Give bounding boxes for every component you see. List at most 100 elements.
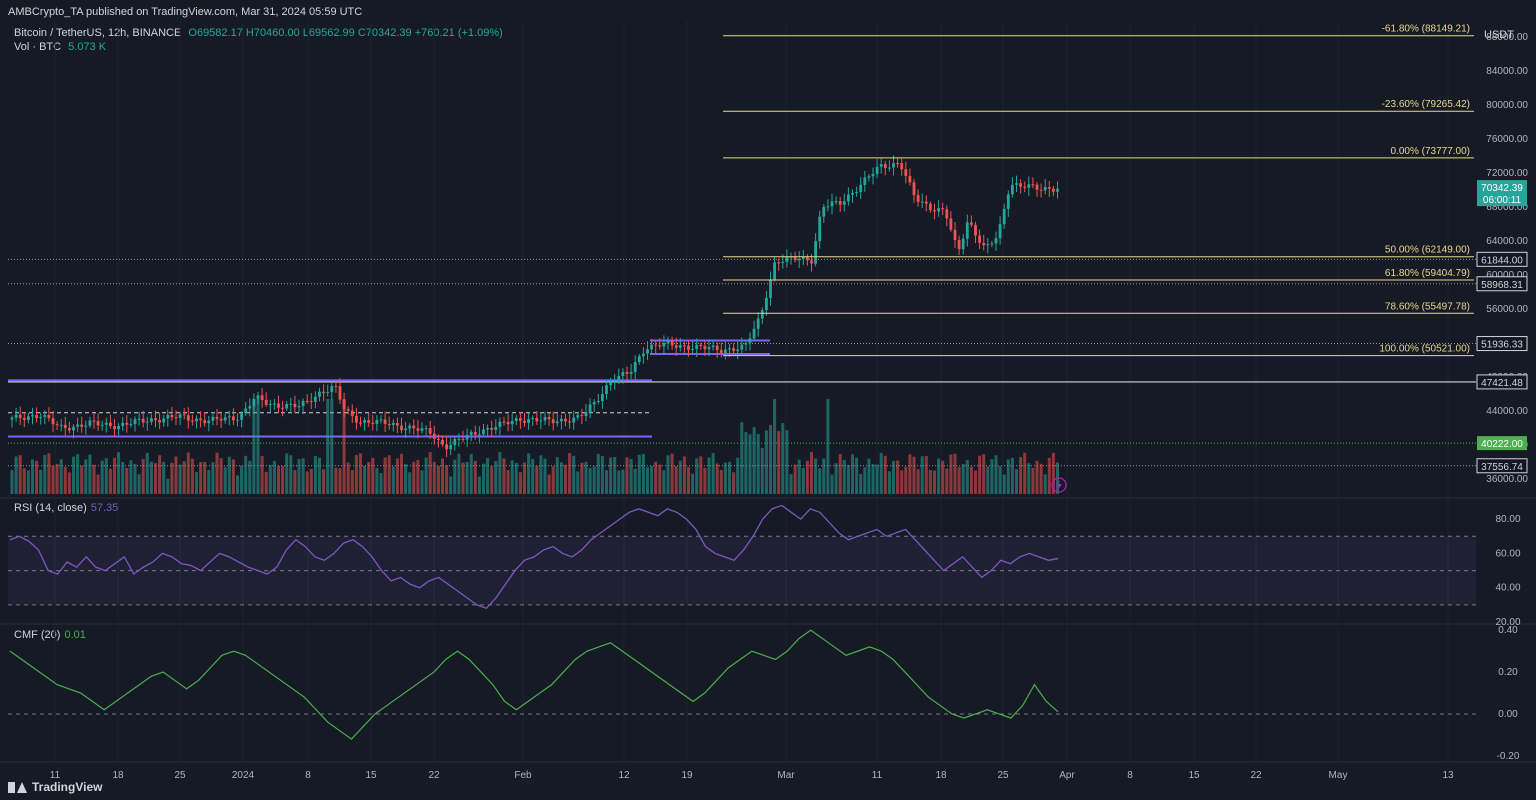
candle-body (801, 256, 805, 259)
candle-body (1023, 186, 1027, 188)
volume-bar (31, 459, 34, 494)
candle-body (765, 297, 768, 311)
x-tick-label: 12 (618, 770, 630, 781)
candle-body (186, 415, 190, 421)
volume-bar (1039, 463, 1043, 494)
tradingview-logo-icon (8, 781, 27, 793)
volume-bar (477, 476, 481, 494)
volume-bar (851, 454, 854, 494)
candle-body (121, 422, 125, 427)
volume-bar (88, 454, 92, 494)
candle-body (223, 417, 227, 421)
volume-bar (543, 458, 547, 494)
candle-body (523, 420, 526, 423)
candle-body (449, 445, 453, 450)
volume-legend: Vol · BTC 5.073 K (14, 41, 106, 53)
candle-body (1002, 208, 1006, 225)
candle-body (724, 349, 727, 353)
candle-body (924, 201, 928, 204)
candle-body (543, 417, 547, 421)
candle-body (227, 416, 231, 418)
candle-body (994, 238, 998, 244)
volume-bar (72, 456, 75, 494)
volume-bar (490, 466, 494, 494)
volume-bar (338, 468, 342, 494)
volume-bar (703, 467, 707, 494)
candle-body (625, 371, 629, 374)
candle-body (580, 415, 584, 417)
candle-body (949, 218, 953, 230)
y-tick-label: 88000.00 (1486, 32, 1528, 43)
price-levels (8, 258, 1476, 467)
candle-body (383, 419, 387, 425)
volume-bar (154, 463, 157, 494)
candle-body (326, 392, 330, 394)
candle-body (96, 421, 100, 426)
volume-bar (256, 399, 260, 494)
candle-body (1052, 188, 1055, 192)
volume-bar (457, 453, 461, 494)
candle-body (838, 201, 842, 205)
volume-bar (330, 399, 334, 494)
volume-bar (219, 458, 223, 494)
rsi-pane (8, 504, 1476, 610)
volume-bar (35, 460, 39, 494)
volume-bar (875, 464, 879, 494)
volume-bar (769, 424, 772, 494)
volume-bar (863, 467, 867, 494)
volume-bar (777, 431, 781, 494)
volume-bar (231, 459, 235, 494)
candle-body (1039, 189, 1043, 191)
volume-bar (564, 464, 567, 494)
volume-bar (387, 455, 391, 494)
volume-label[interactable]: Vol · BTC (14, 41, 62, 53)
candle-body (851, 193, 854, 195)
candle-body (752, 328, 756, 339)
currency-label[interactable]: USDT (1484, 29, 1514, 41)
volume-bar (432, 461, 436, 494)
volume-bar (309, 469, 313, 494)
volume-bar (371, 457, 375, 494)
volume-bar (170, 462, 174, 494)
candle-body (568, 421, 571, 423)
volume-bar (797, 459, 801, 494)
volume-bar (646, 467, 649, 494)
candle-body (129, 424, 133, 426)
candle-body (744, 342, 748, 345)
volume-bar (990, 459, 994, 494)
candle-body (859, 184, 863, 193)
volume-bar (740, 422, 744, 494)
candle-body (1019, 183, 1022, 187)
candle-body (63, 424, 67, 429)
candle-body (1035, 184, 1039, 190)
volume-bar (313, 456, 317, 494)
volume-bar (982, 454, 986, 494)
candle-body (592, 401, 596, 405)
cmf-label[interactable]: CMF (20) (14, 629, 61, 641)
fib-level-label: 0.00% (73777.00) (1390, 146, 1470, 157)
volume-bar (162, 461, 166, 494)
volume-bar (498, 452, 502, 494)
candle-body (904, 169, 908, 176)
volume-bar (297, 459, 301, 494)
volume-bar (846, 464, 850, 494)
volume-bar (535, 465, 539, 494)
candle-body (51, 418, 55, 425)
rsi-label[interactable]: RSI (14, close) (14, 502, 87, 514)
price-tags: 61844.00 58968.31 51936.33 47421.48 40222.00… (1476, 180, 1528, 474)
candle-body (756, 318, 760, 329)
volume-bar (133, 464, 137, 494)
y-tick-label: 56000.00 (1486, 304, 1528, 315)
volume-bar (1006, 459, 1010, 494)
fib-level-label: 100.00% (50521.00) (1379, 344, 1470, 355)
candle-body (232, 416, 235, 421)
candle-body (642, 353, 645, 357)
symbol-title[interactable]: Bitcoin / TetherUS, 12h, BINANCE (14, 27, 182, 39)
candle-body (465, 435, 469, 440)
candle-body (318, 391, 321, 397)
volume-bar (728, 461, 731, 494)
volume-bar (810, 452, 813, 494)
candle-body (646, 349, 649, 354)
tradingview-logo[interactable]: TradingView (8, 780, 102, 794)
